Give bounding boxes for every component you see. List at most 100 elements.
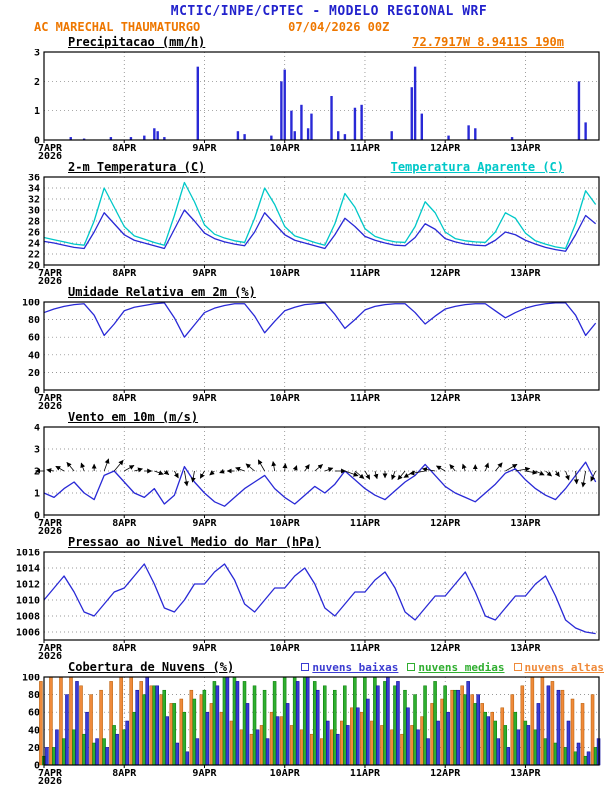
svg-text:7APR: 7APR (38, 768, 63, 779)
svg-text:2026: 2026 (38, 151, 62, 159)
svg-text:20: 20 (28, 368, 40, 379)
svg-text:10APR: 10APR (270, 268, 301, 279)
svg-text:1006: 1006 (16, 628, 40, 639)
svg-text:1016: 1016 (16, 549, 40, 559)
svg-text:11APR: 11APR (350, 268, 381, 279)
svg-text:10APR: 10APR (270, 143, 301, 154)
svg-text:30: 30 (28, 206, 40, 217)
legend-label-low-clouds: nuvens baixas (312, 660, 399, 674)
run-datetime: 07/04/2026 00Z (288, 20, 390, 34)
svg-text:24: 24 (28, 239, 40, 250)
svg-text:0: 0 (34, 136, 40, 147)
svg-text:32: 32 (28, 195, 40, 206)
svg-text:34: 34 (28, 184, 40, 195)
panel-precipitation: Precipitacao (mm/h) 72.7917W 8.9411S 190… (0, 35, 612, 159)
cloud-legend: nuvens baixas nuvens medias nuvens altas (301, 661, 604, 674)
svg-text:26: 26 (28, 228, 40, 239)
panel-title-row: Umidade Relativa em 2m (%) (0, 285, 612, 299)
svg-text:13APR: 13APR (510, 518, 541, 529)
panel-title-temperature: 2-m Temperatura (C) (68, 160, 206, 174)
panel-wind: Vento em 10m (m/s) 0 1 2 3 4 7APR 2026 8APR 9APR… (0, 410, 612, 534)
svg-text:20: 20 (28, 261, 40, 272)
panel-title-wind: Vento em 10m (m/s) (68, 410, 199, 424)
svg-text:3: 3 (34, 445, 40, 456)
svg-text:22: 22 (28, 250, 40, 261)
svg-text:0: 0 (34, 761, 40, 772)
svg-text:60: 60 (28, 333, 40, 344)
svg-text:0: 0 (34, 511, 40, 522)
panel-title-row: Pressao ao Nivel Medio do Mar (hPa) (0, 535, 612, 549)
panel-humidity: Umidade Relativa em 2m (%) 0 20 40 60 80 100 7… (0, 285, 612, 409)
svg-text:7APR: 7APR (38, 143, 63, 154)
svg-text:2026: 2026 (38, 651, 62, 659)
legend-item-mid-clouds: nuvens medias (407, 660, 505, 674)
svg-text:100: 100 (22, 299, 40, 309)
svg-text:13APR: 13APR (510, 768, 541, 779)
panel-cloud-cover: Cobertura de Nuvens (%) nuvens baixas nu… (0, 660, 612, 784)
svg-text:36: 36 (28, 174, 40, 184)
station-name: AC MARECHAL THAUMATURGO (34, 20, 201, 34)
svg-text:9APR: 9APR (192, 268, 217, 279)
svg-text:40: 40 (28, 725, 40, 736)
legend-item-high-clouds: nuvens altas (513, 660, 604, 674)
svg-text:2026: 2026 (38, 776, 62, 784)
svg-text:10APR: 10APR (270, 518, 301, 529)
svg-text:60: 60 (28, 708, 40, 719)
svg-text:12APR: 12APR (430, 393, 461, 404)
svg-text:8APR: 8APR (112, 143, 137, 154)
svg-text:9APR: 9APR (192, 518, 217, 529)
panel-title-pressure: Pressao ao Nivel Medio do Mar (hPa) (68, 535, 321, 549)
svg-text:11APR: 11APR (350, 518, 381, 529)
svg-text:13APR: 13APR (510, 643, 541, 654)
svg-text:12APR: 12APR (430, 143, 461, 154)
legend-label-mid-clouds: nuvens medias (418, 660, 505, 674)
svg-text:12APR: 12APR (430, 643, 461, 654)
svg-text:2026: 2026 (38, 276, 62, 284)
panel-pressure: Pressao ao Nivel Medio do Mar (hPa) 1006… (0, 535, 612, 659)
legend-swatch-low-clouds (301, 663, 310, 671)
svg-text:1010: 1010 (16, 596, 40, 607)
svg-text:28: 28 (28, 217, 40, 228)
svg-text:12APR: 12APR (430, 518, 461, 529)
svg-text:9APR: 9APR (192, 768, 217, 779)
panel-title-cloud-cover: Cobertura de Nuvens (%) (68, 660, 235, 674)
svg-text:11APR: 11APR (350, 143, 381, 154)
svg-text:2026: 2026 (38, 526, 62, 534)
legend-swatch-high-clouds (513, 663, 522, 671)
svg-text:2: 2 (34, 467, 40, 478)
svg-text:9APR: 9APR (192, 393, 217, 404)
svg-text:11APR: 11APR (350, 768, 381, 779)
svg-text:80: 80 (28, 315, 40, 326)
svg-text:1: 1 (34, 106, 40, 117)
panel-title-row: Cobertura de Nuvens (%) nuvens baixas nu… (0, 660, 612, 674)
legend-label-high-clouds: nuvens altas (524, 660, 604, 674)
svg-text:7APR: 7APR (38, 268, 63, 279)
svg-text:1012: 1012 (16, 580, 40, 591)
svg-text:12APR: 12APR (430, 768, 461, 779)
svg-text:1: 1 (34, 489, 40, 500)
svg-text:9APR: 9APR (192, 143, 217, 154)
station-coordinates: 72.7917W 8.9411S 190m (412, 35, 564, 49)
model-title: MCTIC/INPE/CPTEC - MODELO REGIONAL WRF (170, 4, 488, 19)
svg-text:10APR: 10APR (270, 393, 301, 404)
svg-text:2026: 2026 (38, 401, 62, 409)
panel-temperature: 2-m Temperatura (C) Temperatura Aparente… (0, 160, 612, 284)
svg-text:80: 80 (28, 690, 40, 701)
svg-text:7APR: 7APR (38, 518, 63, 529)
svg-text:11APR: 11APR (350, 643, 381, 654)
svg-text:3: 3 (34, 49, 40, 59)
panel-title-precipitation: Precipitacao (mm/h) (68, 35, 206, 49)
header-row: AC MARECHAL THAUMATURGO 07/04/2026 00Z (0, 20, 612, 34)
svg-text:0: 0 (34, 386, 40, 397)
svg-text:8APR: 8APR (112, 393, 137, 404)
svg-text:1014: 1014 (16, 564, 40, 575)
svg-text:13APR: 13APR (510, 143, 541, 154)
svg-text:10APR: 10APR (270, 643, 301, 654)
svg-text:1008: 1008 (16, 612, 40, 623)
panel-title-row: Precipitacao (mm/h) 72.7917W 8.9411S 190… (0, 35, 612, 49)
svg-text:7APR: 7APR (38, 393, 63, 404)
